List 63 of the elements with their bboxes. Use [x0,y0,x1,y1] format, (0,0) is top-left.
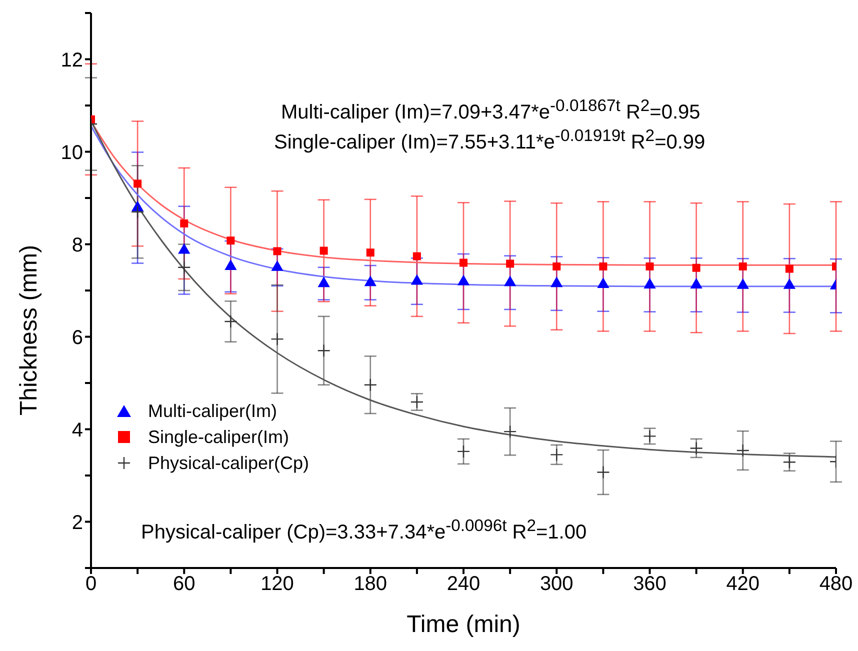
x-tick-label: 480 [819,573,853,596]
point [224,314,238,328]
annotation: Physical-caliper (Cp)=3.33+7.34*e$^{-0.0096t}$ R$^{2}$=1.00 [141,516,587,545]
point [320,246,328,255]
legend-label: Multi-caliper(Im) [148,400,278,423]
point [364,378,377,392]
point [456,444,470,458]
x-tick-label: 0 [85,573,97,596]
point [364,276,376,286]
annotation: Single-caliper (Im)=7.55+3.11*e$^{-0.01919t}$ R$^{2}$=0.99 [274,126,706,155]
x-tick-label: 420 [726,573,760,596]
point [692,264,700,272]
point [599,262,608,270]
point [460,258,468,267]
point [178,243,190,254]
point [785,264,794,273]
point [550,448,564,462]
y-tick-label: 2 [72,512,83,534]
point [736,278,749,289]
point [134,180,142,188]
point [690,442,703,455]
y-tick-label: 12 [60,49,83,72]
point [410,274,424,285]
point [782,455,796,469]
x-axis-title: Time (min) [406,611,520,638]
x-tick-label: 60 [173,573,196,596]
point [736,444,750,458]
point [410,395,424,409]
y-tick-label: 8 [72,234,83,256]
point [226,236,235,245]
point [506,260,514,268]
x-tick-label: 240 [446,573,480,596]
x-tick-label: 360 [633,573,666,596]
point [550,276,563,288]
point [318,276,330,288]
y-axis-title: Thickness (mm) [16,244,43,416]
point [178,260,191,274]
point [412,252,421,260]
point [130,205,144,218]
point [224,259,237,270]
point [273,247,282,256]
x-tick-label: 180 [354,573,388,596]
point [270,332,284,346]
point [596,466,610,479]
point [366,248,374,257]
x-tick-label: 300 [540,573,574,596]
y-tick-label: 4 [72,419,83,442]
point [783,278,796,289]
point [646,262,654,270]
legend-label: Physical-caliper(Cp) [148,452,310,475]
annotation: Multi-caliper (Im)=7.09+3.47*e$^{-0.01867t}$ R$^{2}$=0.95 [281,96,700,125]
y-tick-label: 10 [60,142,83,164]
point [457,274,470,286]
x-tick-label: 120 [260,573,294,596]
point [271,260,284,271]
legend-label: Single-caliper(Im) [148,426,290,449]
point [503,424,517,438]
point [552,262,561,270]
point [317,344,330,358]
point [180,219,188,228]
point [504,276,516,286]
point [738,262,747,270]
y-tick-label: 6 [72,326,83,349]
